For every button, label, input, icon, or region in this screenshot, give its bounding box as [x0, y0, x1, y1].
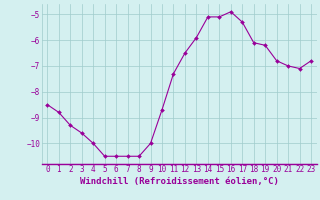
- X-axis label: Windchill (Refroidissement éolien,°C): Windchill (Refroidissement éolien,°C): [80, 177, 279, 186]
